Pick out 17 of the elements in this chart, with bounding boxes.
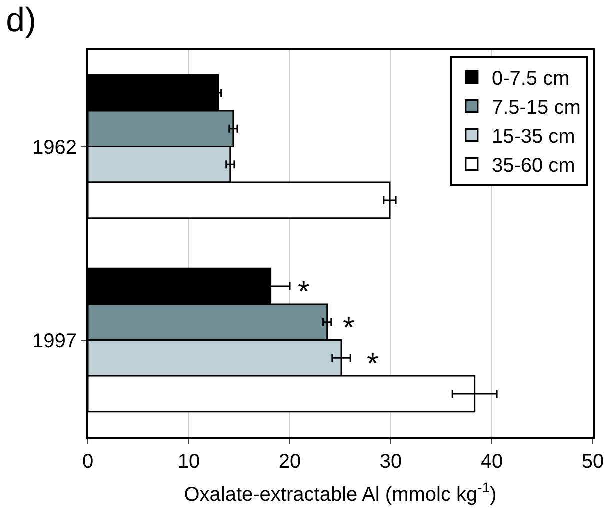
annotation: * xyxy=(367,348,379,381)
x-axis-title: Oxalate-extractable Al (mmolc kg$^{-1}$) xyxy=(184,480,497,506)
x-tick-label: 20 xyxy=(278,451,302,473)
y-tick-label: 1962 xyxy=(32,136,77,159)
legend-label: 35-60 cm xyxy=(492,155,576,178)
legend-label: 0-7.5 cm xyxy=(492,68,570,90)
x-tick-label: 50 xyxy=(582,451,604,473)
chart-title: d) xyxy=(6,2,36,40)
x-tick-label: 40 xyxy=(480,451,504,473)
annotation: * xyxy=(298,276,310,309)
x-tick-label: 10 xyxy=(178,451,200,473)
x-tick-label: 30 xyxy=(380,451,402,473)
legend-label: 15-35 cm xyxy=(492,126,576,148)
legend-label: 7.5-15 cm xyxy=(492,97,581,120)
x-tick-label: 0 xyxy=(82,451,94,473)
annotation: * xyxy=(343,312,355,345)
y-tick-label: 1997 xyxy=(32,330,77,352)
